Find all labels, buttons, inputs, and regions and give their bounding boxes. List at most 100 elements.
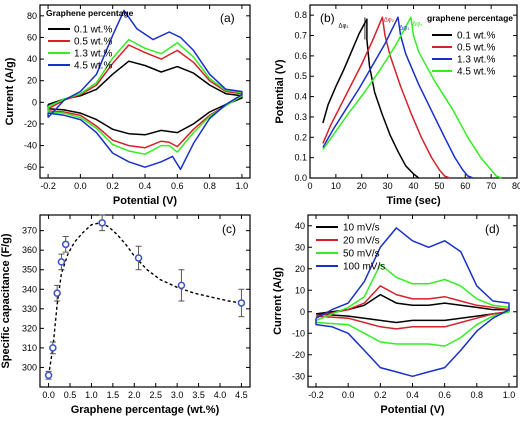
panel-c: 0.0 0.5 1.0 1.5 2.0 2.5 3.0 3.5 4.0 4.5 300 310 320 3…	[0, 214, 251, 416]
y-axis-label: Current (A/g)	[4, 57, 16, 125]
series-line-2	[322, 16, 450, 179]
x-tick-label: 0.4	[139, 181, 152, 191]
legend-label: 4.5 wt.%	[457, 67, 495, 78]
y-tick-label: 0.6	[294, 51, 307, 61]
y-tick-label: 320	[22, 323, 37, 333]
y-tick-label: 40	[295, 221, 305, 231]
x-tick-label: 4.0	[214, 390, 227, 400]
x-tick-label: 60	[460, 181, 470, 191]
data-point	[177, 281, 186, 290]
legend-label: 100 mV/s	[343, 262, 385, 273]
y-axis-label: Current (A/g)	[272, 267, 284, 335]
x-tick-label: 10	[331, 181, 341, 191]
data-point	[44, 371, 53, 380]
delta-phi-label: Δφ₁	[338, 23, 348, 29]
series-line-3	[322, 16, 474, 179]
x-tick-label: 0.0	[342, 390, 355, 400]
x-tick-label: 70	[486, 181, 496, 191]
y-tick-label: -10	[292, 328, 305, 338]
data-point	[53, 289, 61, 297]
data-point	[98, 219, 106, 227]
x-tick-label: 1.0	[85, 390, 98, 400]
y-axis-label: Specific capacitance (F/g)	[0, 233, 12, 368]
y-tick-label: 350	[22, 265, 37, 275]
x-tick-label: 20	[357, 181, 367, 191]
data-point	[237, 299, 246, 307]
plot-frame-a	[39, 4, 251, 179]
data-point	[57, 258, 66, 266]
y-tick-label: 0.3	[294, 112, 307, 122]
x-tick-label: 30	[383, 181, 393, 191]
y-tick-label: 0.5	[294, 71, 307, 81]
data-point	[134, 254, 143, 262]
x-tick-label: 0.0	[42, 390, 55, 400]
x-axis-label: Potential (V)	[380, 404, 445, 416]
panel-a: -0.2 0.0 0.2 0.4 0.6 0.8 1.0 -60 -40 -20 0 20 40 60 80…	[4, 4, 251, 207]
x-tick-label: 0.4	[406, 390, 419, 400]
panel-tag: (b)	[320, 11, 335, 25]
x-tick-label: 1.0	[236, 181, 249, 191]
x-tick-label: 1.0	[503, 390, 516, 400]
y-tick-label: 310	[22, 343, 37, 353]
y-tick-label: 340	[22, 284, 37, 294]
panel-b: 0 10 20 30 40 50 60 70 80 0.0 0.1 0.2 0.3 0.4 0.5 0.6 0.…	[274, 4, 520, 207]
x-tick-label: 0.8	[203, 181, 216, 191]
x-tick-label: 0	[307, 181, 312, 191]
x-tick-label: 0.2	[106, 181, 119, 191]
y-tick-label: 20	[27, 76, 37, 86]
panel-tag: (a)	[220, 11, 235, 25]
y-tick-label: 0	[32, 97, 37, 107]
x-tick-label: 0.5	[64, 390, 77, 400]
x-tick-label: 0.8	[471, 390, 484, 400]
legend-label: 0.1 wt.%	[457, 31, 495, 42]
trend-line	[47, 222, 242, 376]
delta-phi-label: Δφ₄	[412, 21, 423, 27]
y-tick-label: 80	[27, 11, 37, 21]
x-tick-label: 0.6	[438, 390, 451, 400]
y-axis-label: Potential (V)	[274, 59, 286, 124]
series-line-4	[47, 9, 243, 171]
y-tick-label: 0.0	[294, 173, 307, 183]
y-tick-label: -20	[292, 350, 305, 360]
legend-title: Graphene percentage	[46, 8, 134, 18]
x-tick-label: -0.2	[308, 390, 324, 400]
x-tick-label: -0.2	[40, 181, 56, 191]
y-tick-label: 360	[22, 245, 37, 255]
series-line-4	[322, 16, 502, 179]
delta-phi-label: Δφ₂	[384, 17, 395, 23]
plot-frame-c	[39, 214, 251, 388]
y-tick-label: 0.4	[294, 92, 307, 102]
legend-label: 0.5 wt.%	[74, 37, 112, 48]
panel-tag: (d)	[485, 222, 500, 236]
y-tick-label: 60	[27, 32, 37, 42]
legend-label: 4.5 wt.%	[74, 61, 112, 72]
x-tick-label: 2.5	[149, 390, 162, 400]
x-tick-label: 0.6	[171, 181, 184, 191]
y-tick-label: 0.1	[294, 153, 307, 163]
x-tick-label: 1.5	[107, 390, 120, 400]
y-tick-label: -30	[292, 371, 305, 381]
series-line-1	[322, 18, 420, 179]
legend-label: 50 mV/s	[343, 249, 380, 260]
x-axis-label: Potential (V)	[113, 195, 178, 207]
series-line-4	[315, 227, 510, 378]
series-line-3	[315, 263, 510, 347]
y-tick-label: 0	[300, 307, 305, 317]
x-tick-label: 0.2	[374, 390, 387, 400]
y-tick-label: 300	[22, 362, 37, 372]
y-tick-label: 0.8	[294, 10, 307, 20]
x-tick-label: 3.5	[192, 390, 205, 400]
series-line-1	[47, 60, 243, 136]
x-tick-label: 0.0	[74, 181, 87, 191]
y-tick-label: 40	[27, 54, 37, 64]
x-axis-label: Time (sec)	[386, 195, 441, 207]
y-tick-label: 0.7	[294, 31, 307, 41]
y-tick-label: -20	[24, 119, 37, 129]
panel-d: -0.2 0.0 0.2 0.4 0.6 0.8 1.0 -30 -20 -10 0 10 20 30 40…	[272, 214, 518, 416]
delta-phi-label: Δφ₃	[399, 25, 410, 31]
x-tick-label: 50	[434, 181, 444, 191]
x-tick-label: 80	[512, 181, 520, 191]
legend-label: 0.1 wt.%	[74, 25, 112, 36]
x-tick-label: 2.0	[128, 390, 141, 400]
y-tick-label: 30	[295, 242, 305, 252]
